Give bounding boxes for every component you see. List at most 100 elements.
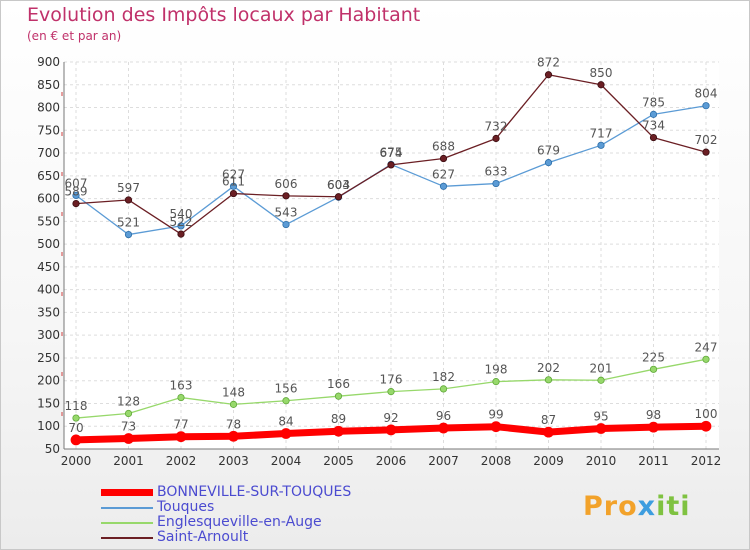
data-label: 688 xyxy=(432,140,455,154)
data-label: 804 xyxy=(695,87,718,101)
data-point xyxy=(439,182,448,190)
legend-label: Touques xyxy=(157,499,215,515)
data-point xyxy=(702,355,710,363)
data-label: 702 xyxy=(695,133,718,147)
legend-label: BONNEVILLE-SUR-TOUQUES xyxy=(157,484,352,500)
y-tick-label: 150 xyxy=(37,396,60,410)
data-point xyxy=(439,154,448,163)
brand-logo: Proxiti xyxy=(583,491,691,522)
data-label: 99 xyxy=(488,408,503,422)
data-label: 89 xyxy=(331,412,346,426)
legend-swatch xyxy=(101,522,153,524)
data-point xyxy=(702,148,710,156)
y-tick-label: 400 xyxy=(37,283,60,297)
data-label: 679 xyxy=(537,144,560,158)
chart-title: Evolution des Impôts locaux par Habitant xyxy=(27,4,421,26)
data-label: 176 xyxy=(380,373,403,387)
data-label: 73 xyxy=(121,420,136,434)
x-tick-label: 2007 xyxy=(428,454,459,468)
y-tick-label: 700 xyxy=(37,146,60,160)
data-label: 603 xyxy=(327,178,350,192)
data-point xyxy=(334,193,343,201)
data-point xyxy=(229,400,238,408)
data-label: 78 xyxy=(226,417,241,431)
y-tick-label: 850 xyxy=(37,78,60,92)
data-label: 633 xyxy=(485,165,508,179)
x-tick-label: 2004 xyxy=(271,454,302,468)
y-tick-label: 450 xyxy=(37,260,60,274)
x-tick-label: 2005 xyxy=(323,454,354,468)
data-point xyxy=(280,428,292,439)
data-point xyxy=(229,182,238,190)
data-label: 785 xyxy=(642,95,665,109)
data-point xyxy=(439,385,448,393)
data-point xyxy=(492,179,500,188)
data-label: 607 xyxy=(65,176,88,190)
brand-part-1: Pro xyxy=(583,491,638,522)
data-label: 100 xyxy=(695,407,718,421)
data-label: 604 xyxy=(327,178,350,192)
data-label: 148 xyxy=(222,385,245,399)
data-label: 118 xyxy=(65,399,88,413)
data-point xyxy=(333,425,344,437)
data-label: 92 xyxy=(383,411,398,425)
y-tick-label: 650 xyxy=(37,169,60,183)
data-point xyxy=(282,220,290,229)
data-label: 225 xyxy=(642,350,665,364)
x-tick-label: 2002 xyxy=(166,454,197,468)
data-point xyxy=(387,161,395,169)
data-label: 522 xyxy=(170,215,193,229)
x-tick-label: 2006 xyxy=(376,454,407,468)
data-point xyxy=(334,392,343,400)
y-tick-label: 800 xyxy=(37,101,60,115)
data-label: 198 xyxy=(485,363,508,377)
y-tick-label: 500 xyxy=(37,237,60,251)
data-point xyxy=(72,414,80,422)
y-tick-label: 350 xyxy=(37,305,60,319)
data-label: 87 xyxy=(541,413,556,427)
data-point xyxy=(123,433,134,444)
data-label: 540 xyxy=(170,207,193,221)
data-point xyxy=(543,426,554,438)
series-saint-arnoult xyxy=(72,71,710,238)
legend-swatch xyxy=(101,537,153,539)
data-label: 521 xyxy=(117,216,140,230)
brand-part-3: iti xyxy=(656,491,691,522)
data-label: 717 xyxy=(590,126,613,140)
legend-swatch xyxy=(101,507,153,509)
data-label: 128 xyxy=(117,394,140,408)
legend-swatch xyxy=(101,489,153,496)
data-point xyxy=(438,422,449,434)
data-point xyxy=(228,430,239,442)
data-point xyxy=(597,376,605,384)
data-point xyxy=(282,397,290,405)
data-point xyxy=(702,102,710,110)
data-label: 95 xyxy=(593,410,608,424)
x-tick-label: 2012 xyxy=(691,454,722,468)
y-tick-label: 550 xyxy=(37,214,60,228)
data-point xyxy=(597,141,605,149)
data-point xyxy=(177,222,185,230)
data-label: 202 xyxy=(537,361,560,375)
data-label: 163 xyxy=(170,379,193,393)
data-label: 70 xyxy=(68,421,83,435)
data-label: 166 xyxy=(327,377,350,391)
data-label: 675 xyxy=(380,145,403,159)
data-point xyxy=(72,199,80,208)
data-label: 734 xyxy=(642,119,665,133)
brand-part-2: x xyxy=(637,491,657,522)
data-label: 201 xyxy=(590,361,613,375)
x-tick-label: 2000 xyxy=(61,454,92,468)
y-tick-label: 900 xyxy=(37,55,60,69)
data-point xyxy=(700,420,712,432)
legend-label: Englesqueville-en-Auge xyxy=(157,514,322,530)
data-label: 589 xyxy=(65,185,88,199)
y-tick-label: 750 xyxy=(37,123,60,137)
data-point xyxy=(649,365,658,373)
data-label: 77 xyxy=(173,418,188,432)
series-bonneville-sur-touques xyxy=(70,420,712,446)
data-point xyxy=(72,191,80,200)
data-point xyxy=(544,71,553,79)
data-label: 597 xyxy=(117,181,140,195)
series-englesqueville-en-auge xyxy=(72,355,710,422)
